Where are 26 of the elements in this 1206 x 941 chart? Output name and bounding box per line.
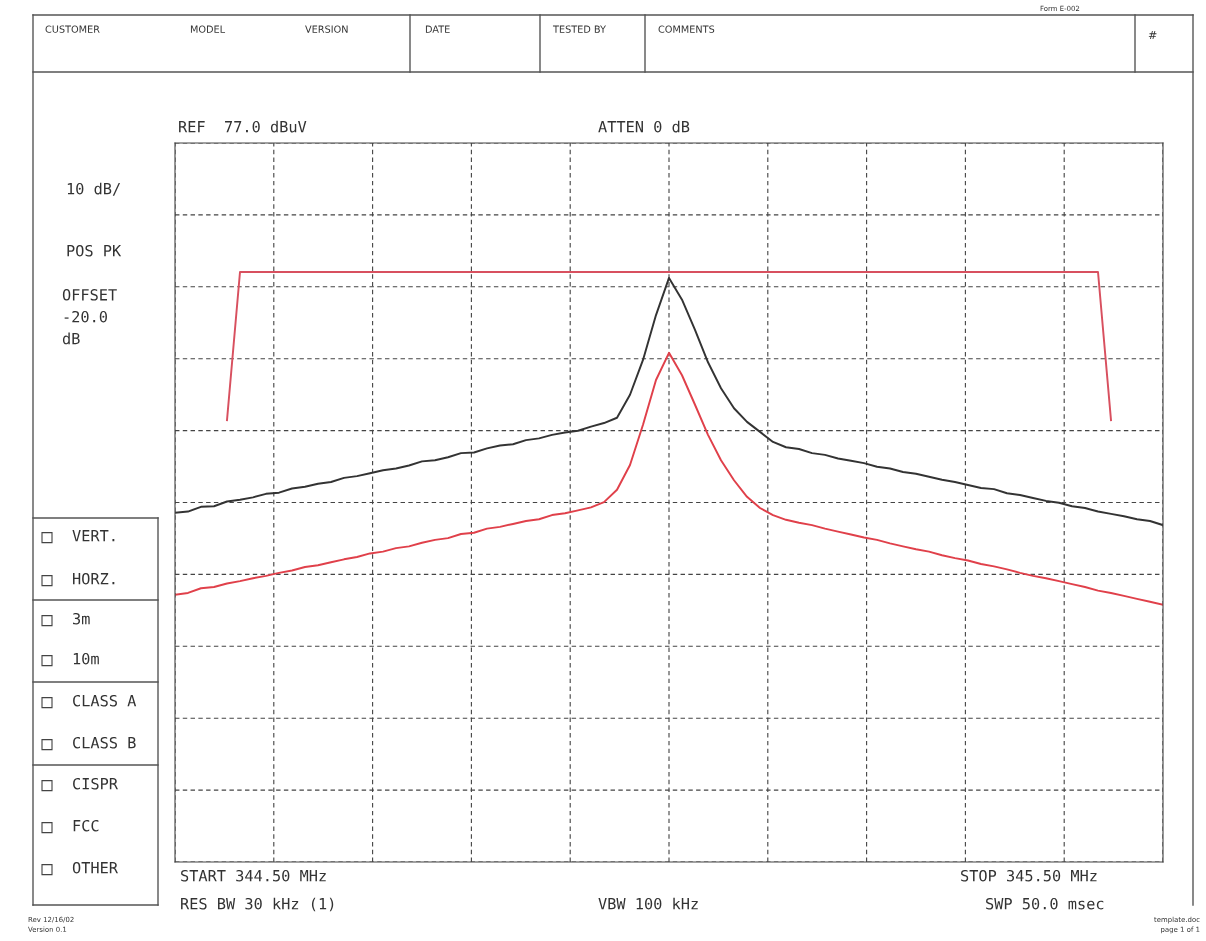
text: ATTEN 0 dB xyxy=(598,120,690,133)
text: 10 dB/ xyxy=(67,182,121,196)
text: SWP 50.0 msec xyxy=(986,897,1104,910)
text: OFFSET -20.0 dB xyxy=(62,289,117,345)
text: TESTED BY xyxy=(552,25,606,33)
text: REF 77.0 dBuV xyxy=(179,120,307,133)
text: VERT. xyxy=(72,530,115,542)
text: CLASS B xyxy=(73,736,136,749)
text: VBW 100 kHz xyxy=(598,897,698,910)
text: 3m xyxy=(73,612,90,625)
text: # xyxy=(1148,31,1157,40)
text: DATE xyxy=(425,25,450,33)
text: CLASS A xyxy=(73,694,137,707)
text: FCC xyxy=(73,819,99,832)
text: COMMENTS xyxy=(658,25,715,33)
text: HORZ. xyxy=(73,572,115,585)
text: RES BW 30 kHz (1) xyxy=(181,897,334,912)
text: STOP 345.50 MHz xyxy=(961,869,1097,882)
text: CUSTOMER xyxy=(45,25,100,33)
text: 10m xyxy=(73,652,99,665)
text: VERSION xyxy=(305,25,348,33)
text: POS PK xyxy=(67,244,122,257)
text: START 344.50 MHz xyxy=(181,869,326,882)
text: OTHER xyxy=(72,861,118,874)
text: MODEL xyxy=(190,25,226,33)
text: CISPR xyxy=(73,777,118,790)
